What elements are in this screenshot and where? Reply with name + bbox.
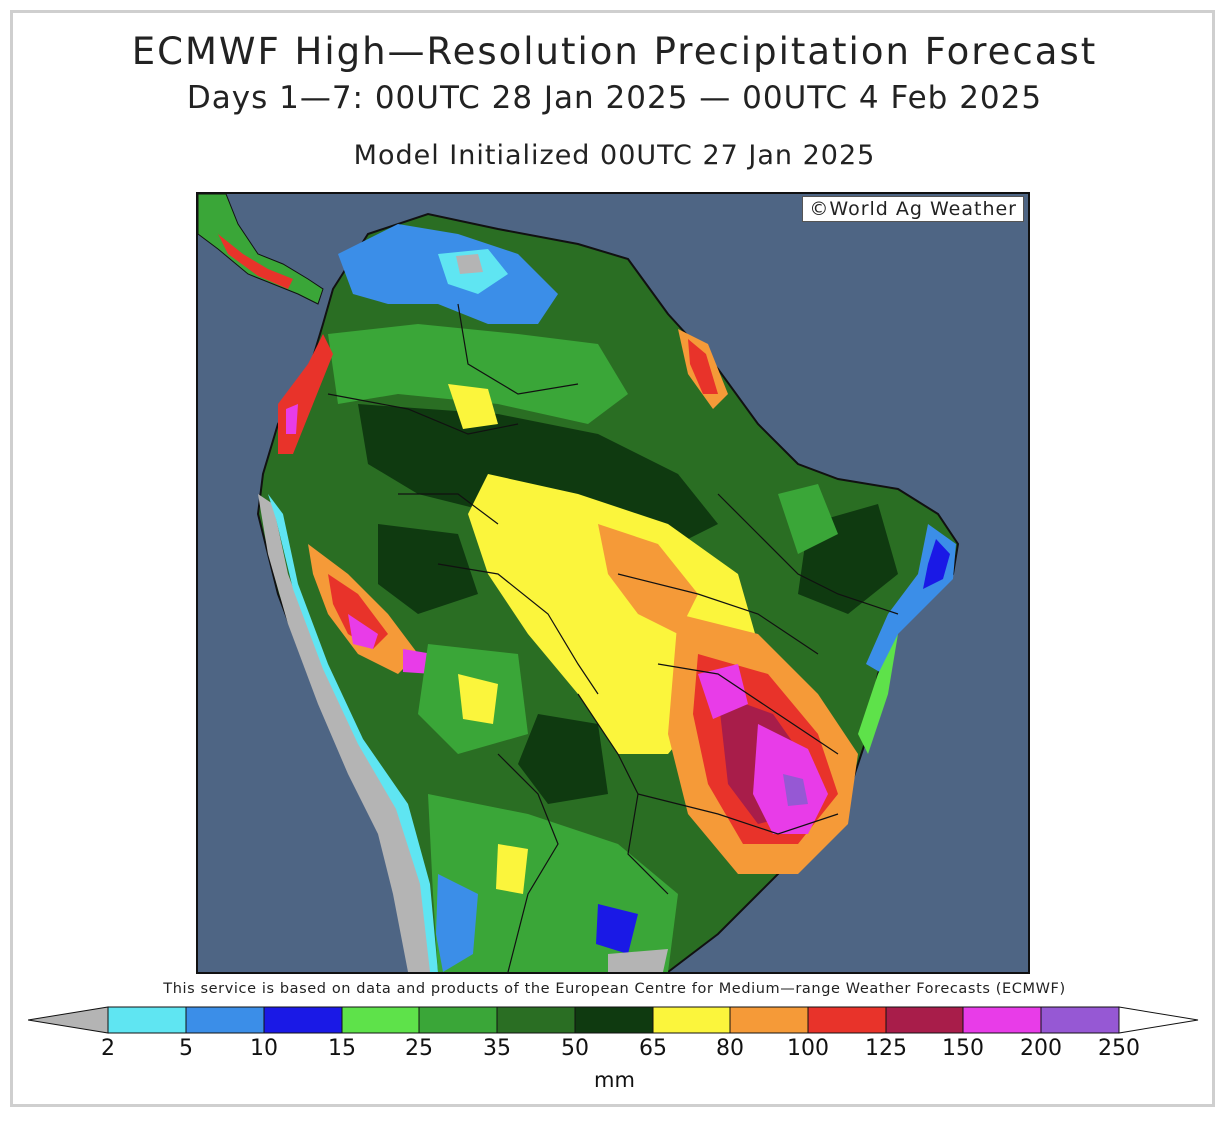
central-america-land bbox=[198, 194, 324, 305]
country-borders bbox=[327, 303, 899, 972]
southeast-purple-spot bbox=[783, 774, 808, 806]
colorbar-bin-125-150 bbox=[885, 1006, 964, 1034]
pacific-coast-dry bbox=[258, 494, 433, 972]
colorbar-bin-100-125 bbox=[807, 1006, 887, 1034]
colorbar-bin-200-250 bbox=[1040, 1006, 1120, 1034]
colorbar-tick-15: 15 bbox=[328, 1036, 356, 1061]
colorbar-below-range bbox=[28, 1006, 109, 1034]
colorbar-tick-5: 5 bbox=[179, 1036, 193, 1061]
mato-grosso-magenta bbox=[698, 664, 748, 719]
colorbar-bin-80-100 bbox=[729, 1006, 809, 1034]
map-title: ECMWF High—Resolution Precipitation Fore… bbox=[131, 30, 1098, 73]
colorbar-tick-80: 80 bbox=[716, 1036, 744, 1061]
colorbar-tick-25: 25 bbox=[405, 1036, 433, 1061]
andes-peru-red bbox=[328, 574, 388, 649]
andes-north-magenta bbox=[286, 404, 298, 434]
colorbar-bin-10-15 bbox=[263, 1006, 343, 1034]
colorbar-bin-5-10 bbox=[185, 1006, 265, 1034]
colorbar-bin-2-5 bbox=[107, 1006, 187, 1034]
north-gray-region bbox=[456, 254, 483, 274]
colorbar-tick-100: 100 bbox=[787, 1036, 829, 1061]
east-coast-light-green bbox=[858, 634, 898, 754]
yellow-patch-1 bbox=[458, 674, 498, 724]
dark-green-patch-2 bbox=[518, 714, 608, 804]
south-navy-patch bbox=[596, 904, 638, 954]
colorbar-above-range bbox=[1118, 1006, 1199, 1034]
colorbar-tick-150: 150 bbox=[942, 1036, 984, 1061]
yellow-patch-north bbox=[448, 384, 498, 429]
south-gray-patch bbox=[608, 949, 668, 972]
ecmwf-attribution: This service is based on data and produc… bbox=[163, 981, 1066, 997]
forecast-period: Days 1—7: 00UTC 28 Jan 2025 — 00UTC 4 Fe… bbox=[186, 80, 1043, 116]
dark-green-patch-1 bbox=[378, 524, 478, 614]
colorbar-tick-10: 10 bbox=[250, 1036, 278, 1061]
colorbar-tick-50: 50 bbox=[561, 1036, 589, 1061]
colorbar-bin-65-80 bbox=[652, 1006, 731, 1034]
green-patch-2 bbox=[778, 484, 838, 554]
colorbar-tick-125: 125 bbox=[865, 1036, 907, 1061]
colorbar-bin-35-50 bbox=[496, 1006, 576, 1034]
south-america-map bbox=[198, 194, 960, 972]
yellow-patch-2 bbox=[496, 844, 528, 894]
colorbar-tick-200: 200 bbox=[1020, 1036, 1062, 1061]
colorbar-bin-25-35 bbox=[418, 1006, 498, 1034]
colorbar-bin-50-65 bbox=[574, 1006, 654, 1034]
colorbar-tick-2: 2 bbox=[101, 1036, 115, 1061]
model-initialized: Model Initialized 00UTC 27 Jan 2025 bbox=[353, 140, 876, 171]
precipitation-colorbar bbox=[28, 1006, 1199, 1034]
colorbar-tick-250: 250 bbox=[1098, 1036, 1140, 1061]
central-orange-region bbox=[598, 524, 698, 634]
northeast-coast-red bbox=[688, 339, 718, 394]
colorbar-bin-150-200 bbox=[962, 1006, 1042, 1034]
colorbar-tick-35: 35 bbox=[483, 1036, 511, 1061]
south-blue-patch bbox=[436, 874, 478, 972]
colorbar-unit: mm bbox=[594, 1068, 635, 1092]
north-green-band bbox=[328, 324, 628, 424]
coast-light-blue bbox=[268, 494, 438, 972]
andes-peru-magenta bbox=[348, 614, 378, 649]
copyright-watermark: ©World Ag Weather bbox=[802, 196, 1024, 222]
central-america-wet bbox=[218, 234, 293, 289]
colorbar-bin-15-25 bbox=[341, 1006, 420, 1034]
east-coast-navy bbox=[923, 539, 950, 589]
colorbar-tick-65: 65 bbox=[639, 1036, 667, 1061]
precipitation-map: ©World Ag Weather bbox=[196, 192, 1030, 974]
